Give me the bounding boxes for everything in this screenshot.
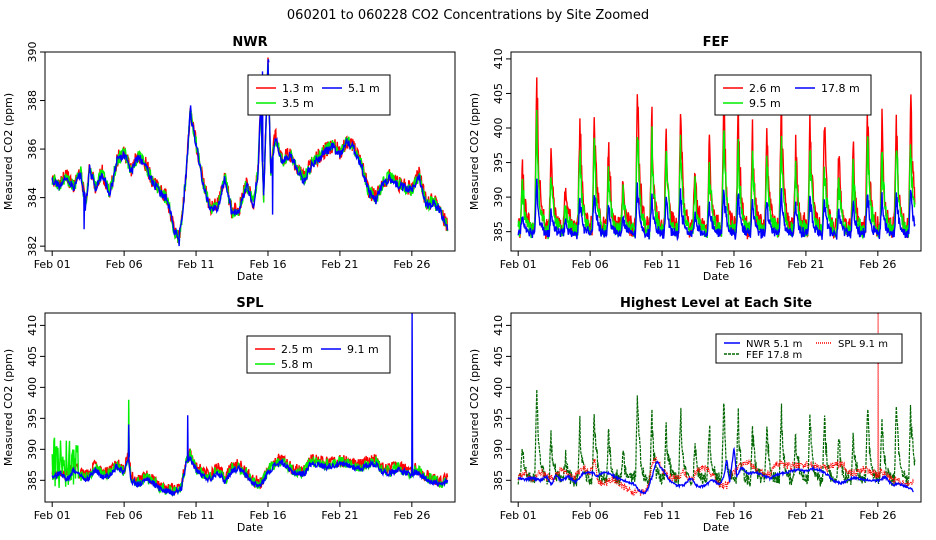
x-tick-label: Feb 26 <box>393 509 430 522</box>
y-tick-label: 390 <box>26 439 39 460</box>
legend: 2.5 m 9.1 m 5.8 m <box>246 335 391 374</box>
x-tick-label: Feb 01 <box>500 258 537 271</box>
plot-frame <box>510 312 922 503</box>
y-tick-label: 400 <box>492 377 505 398</box>
x-tick-label: Feb 21 <box>787 509 824 522</box>
y-tick-label: 390 <box>492 439 505 460</box>
x-tick-label: Feb 21 <box>787 258 824 271</box>
y-tick-label: 385 <box>492 470 505 491</box>
y-tick-label: 395 <box>492 408 505 429</box>
y-tick-label: 400 <box>492 118 505 139</box>
chart-nwr: NWR Date Measured CO2 (ppm) Feb 01 Feb 06 Feb… <box>2 35 456 283</box>
x-axis-label: Date <box>703 270 730 283</box>
y-tick-label: 395 <box>492 152 505 173</box>
x-tick-label: Feb 26 <box>393 258 430 271</box>
chart-highest: Highest Level at Each Site Date Measured C… <box>468 296 922 534</box>
x-axis-label: Date <box>237 270 264 283</box>
y-tick-label: 390 <box>492 187 505 208</box>
plot-frame <box>510 51 922 252</box>
chart-title: FEF <box>703 35 730 50</box>
legend-label: 1.3 m <box>282 82 314 95</box>
x-tick-label: Feb 16 <box>249 509 286 522</box>
chart-title: SPL <box>236 296 263 311</box>
y-tick-label: 382 <box>26 236 39 257</box>
x-axis-label: Date <box>237 521 264 534</box>
plot-area <box>51 313 449 497</box>
y-tick-label: 388 <box>26 90 39 111</box>
legend-label: SPL 9.1 m <box>838 339 888 350</box>
plot-frame <box>44 312 456 503</box>
x-tick-label: Feb 26 <box>859 258 896 271</box>
x-tick-label: Feb 21 <box>321 258 358 271</box>
x-tick-label: Feb 11 <box>178 258 215 271</box>
y-axis-label: Measured CO2 (ppm) <box>2 93 15 210</box>
x-tick-label: Feb 26 <box>859 509 896 522</box>
legend-label: 3.5 m <box>282 97 314 110</box>
legend-label: NWR 5.1 m <box>746 339 802 350</box>
y-tick-label: 395 <box>26 408 39 429</box>
plot-area <box>517 313 916 497</box>
x-axis-label: Date <box>703 521 730 534</box>
series-line <box>517 178 916 242</box>
x-tick-label: Feb 11 <box>178 509 215 522</box>
page-title: 060201 to 060228 CO2 Concentrations by S… <box>287 8 649 23</box>
y-tick-label: 410 <box>26 315 39 336</box>
chart-fef: FEF Date Measured CO2 (ppm) Feb 01 Feb 06 Feb… <box>468 35 922 283</box>
legend-label: 5.8 m <box>281 358 313 371</box>
legend: 1.3 m 5.1 m 3.5 m <box>247 74 391 116</box>
x-tick-label: Feb 01 <box>34 509 71 522</box>
y-tick-label: 385 <box>492 221 505 242</box>
y-tick-label: 400 <box>26 377 39 398</box>
series-line <box>51 313 449 497</box>
legend-label: FEF 17.8 m <box>746 350 802 361</box>
y-tick-label: 405 <box>492 346 505 367</box>
legend-label: 9.1 m <box>347 343 379 356</box>
x-tick-label: Feb 01 <box>500 509 537 522</box>
y-tick-label: 385 <box>26 470 39 491</box>
legend-box <box>715 333 903 364</box>
chart-title: NWR <box>232 35 267 50</box>
y-tick-label: 405 <box>492 83 505 104</box>
x-tick-label: Feb 06 <box>106 258 143 271</box>
x-tick-label: Feb 06 <box>106 509 143 522</box>
legend: 2.6 m 17.8 m 9.5 m <box>714 74 872 116</box>
y-tick-label: 405 <box>26 346 39 367</box>
y-tick-label: 410 <box>492 48 505 69</box>
y-tick-label: 390 <box>26 42 39 63</box>
y-tick-label: 410 <box>492 315 505 336</box>
legend-label: 2.6 m <box>749 82 781 95</box>
x-tick-label: Feb 11 <box>644 509 681 522</box>
legend-box <box>247 74 391 116</box>
chart-spl: SPL Date Measured CO2 (ppm) Feb 01 Feb 06 Feb… <box>2 296 456 534</box>
y-axis-label: Measured CO2 (ppm) <box>2 349 15 466</box>
x-tick-label: Feb 06 <box>572 509 609 522</box>
y-tick-label: 384 <box>26 187 39 208</box>
x-tick-label: Feb 21 <box>321 509 358 522</box>
y-axis-label: Measured CO2 (ppm) <box>468 93 481 210</box>
legend-label: 17.8 m <box>821 82 860 95</box>
legend-label: 5.1 m <box>348 82 380 95</box>
legend: NWR 5.1 m SPL 9.1 m FEF 17.8 m <box>715 333 903 364</box>
legend-box <box>246 335 391 374</box>
legend-label: 2.5 m <box>281 343 313 356</box>
y-tick-label: 386 <box>26 139 39 160</box>
x-tick-label: Feb 16 <box>715 258 752 271</box>
series-line-nwr <box>517 446 914 495</box>
x-tick-label: Feb 16 <box>715 509 752 522</box>
legend-label: 9.5 m <box>749 97 781 110</box>
y-axis-label: Measured CO2 (ppm) <box>468 349 481 466</box>
series-line-fef <box>517 389 916 488</box>
plot-area <box>51 57 449 247</box>
plot-area <box>517 77 916 242</box>
x-tick-label: Feb 01 <box>34 258 71 271</box>
series-line <box>51 59 449 247</box>
x-tick-label: Feb 06 <box>572 258 609 271</box>
plot-frame <box>44 51 456 252</box>
x-tick-label: Feb 16 <box>249 258 286 271</box>
chart-title: Highest Level at Each Site <box>620 296 812 311</box>
legend-box <box>714 74 872 116</box>
x-tick-label: Feb 11 <box>644 258 681 271</box>
